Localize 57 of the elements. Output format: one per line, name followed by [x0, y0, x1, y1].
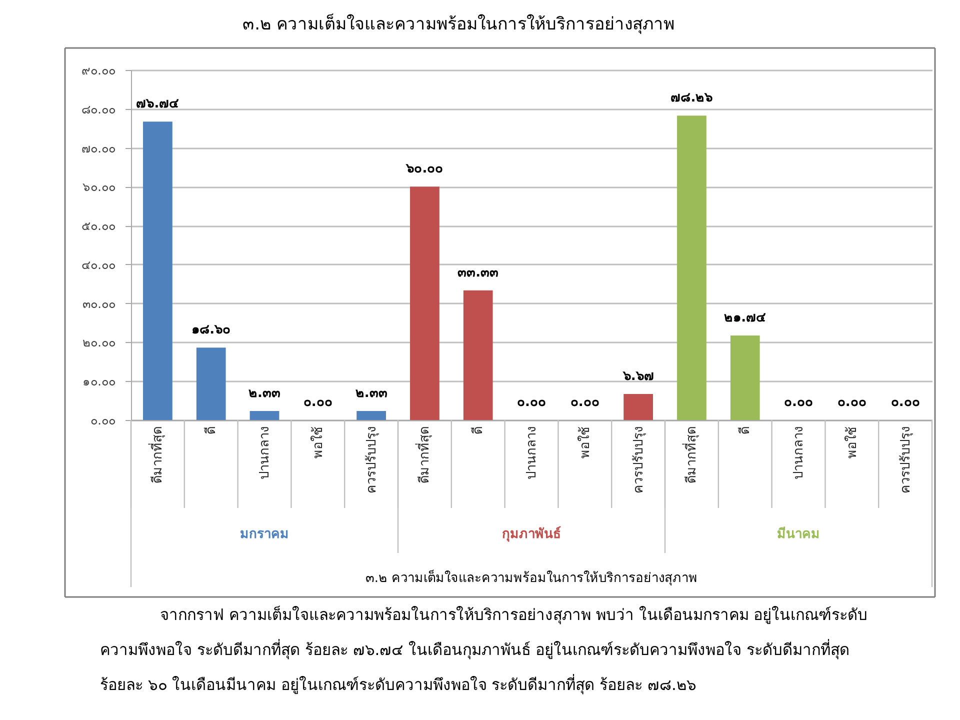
x-tick-label: ควรปรับปรุง	[898, 426, 914, 494]
data-label: ๐.๐๐	[837, 395, 866, 410]
x-tick-label: พอใช้	[310, 426, 326, 458]
bar	[196, 348, 226, 420]
y-tick-label: ๓๐.๐๐	[82, 296, 116, 311]
x-tick-label: ควรปรับปรุง	[631, 426, 646, 494]
x-tick-label: ปานกลาง	[258, 426, 272, 480]
x-tick-label: ปานกลาง	[792, 426, 806, 480]
y-tick-label: ๖๐.๐๐	[82, 180, 116, 194]
data-label: ๒.๓๓	[248, 386, 280, 401]
x-tick-label: ดี	[737, 426, 754, 434]
x-tick-label: ดีมากที่สุด	[148, 426, 166, 484]
data-label: ๒.๓๓	[355, 386, 388, 401]
text: มีนาคม	[777, 526, 820, 542]
data-label: ๖๐.๐๐	[405, 162, 444, 177]
text: ๓.๒ ความเต็มใจและความพร้อมในการให้บริการอย่างสุภาพ	[365, 568, 698, 586]
data-label: ๐.๐๐	[784, 395, 813, 410]
x-tick-label: พอใช้	[576, 426, 593, 458]
y-tick-label: ๒๐.๐๐	[82, 336, 116, 350]
data-label: ๒๑.๗๔	[724, 310, 766, 326]
bar	[143, 122, 172, 420]
bar	[463, 290, 493, 420]
y-tick-label: ๐.๐๐	[90, 414, 116, 428]
bar	[250, 410, 280, 420]
data-label: ๓๓.๓๓	[458, 265, 499, 280]
data-label: ๐.๐๐	[517, 395, 546, 410]
x-tick-label: ดีมากที่สุด	[682, 426, 700, 484]
text: มกราคม	[240, 527, 289, 542]
data-label: ๖.๖๗	[622, 369, 654, 384]
x-tick-label: ดีมากที่สุด	[416, 426, 433, 484]
bar	[356, 410, 386, 420]
x-tick-label: ควรปรับปรุง	[364, 426, 380, 494]
text: ร้อยละ ๖๐ ในเดือนมีนาคม อยู่ในเกณฑ์ระดับความพึงพอใจ ระดับดีมากที่สุด ร้อยละ ๗๘.๒๖	[100, 674, 696, 695]
x-tick-label: ดี	[470, 426, 486, 434]
y-tick-label: ๙๐.๐๐	[82, 64, 116, 78]
y-tick-label: ๕๐.๐๐	[82, 219, 116, 234]
data-label: ๐.๐๐	[570, 395, 600, 410]
data-label: ๗๘.๒๖	[670, 90, 713, 106]
bar	[730, 335, 760, 420]
data-label: ๐.๐๐	[890, 395, 920, 410]
y-tick-label: ๑๐.๐๐	[82, 374, 116, 389]
y-tick-label: ๔๐.๐๐	[82, 258, 116, 272]
bar	[677, 116, 706, 420]
data-label: ๑๘.๖๐	[192, 322, 231, 338]
chart-title: ๓.๒ ความเต็มใจและความพร้อมในการให้บริการอย่างสุภาพ	[242, 12, 674, 34]
x-tick-label: ดี	[203, 426, 220, 434]
text: จากกราฟ ความเต็มใจและความพร้อมในการให้บริการอย่างสุภาพ พบว่า ในเดือนมกราคม อยู่ในเกณฑ์ระดับ	[160, 605, 868, 625]
y-tick-label: ๘๐.๐๐	[82, 102, 116, 116]
text: กุมภาพันธ์	[502, 526, 561, 542]
y-tick-label: ๗๐.๐๐	[82, 141, 116, 156]
bar	[624, 394, 653, 420]
data-label: ๐.๐๐	[303, 395, 332, 410]
x-tick-label: พอใช้	[844, 426, 860, 458]
x-tick-label: ปานกลาง	[524, 426, 540, 480]
data-label: ๗๖.๗๔	[136, 96, 180, 112]
text: ความพึงพอใจ ระดับดีมากที่สุด ร้อยละ ๗๖.๗๔ ในเดือนกุมภาพันธ์ อยู่ในเกณฑ์ระดับความพึงพอใจ ระดับดีมากที่สุด	[100, 639, 850, 660]
bar	[410, 186, 440, 420]
